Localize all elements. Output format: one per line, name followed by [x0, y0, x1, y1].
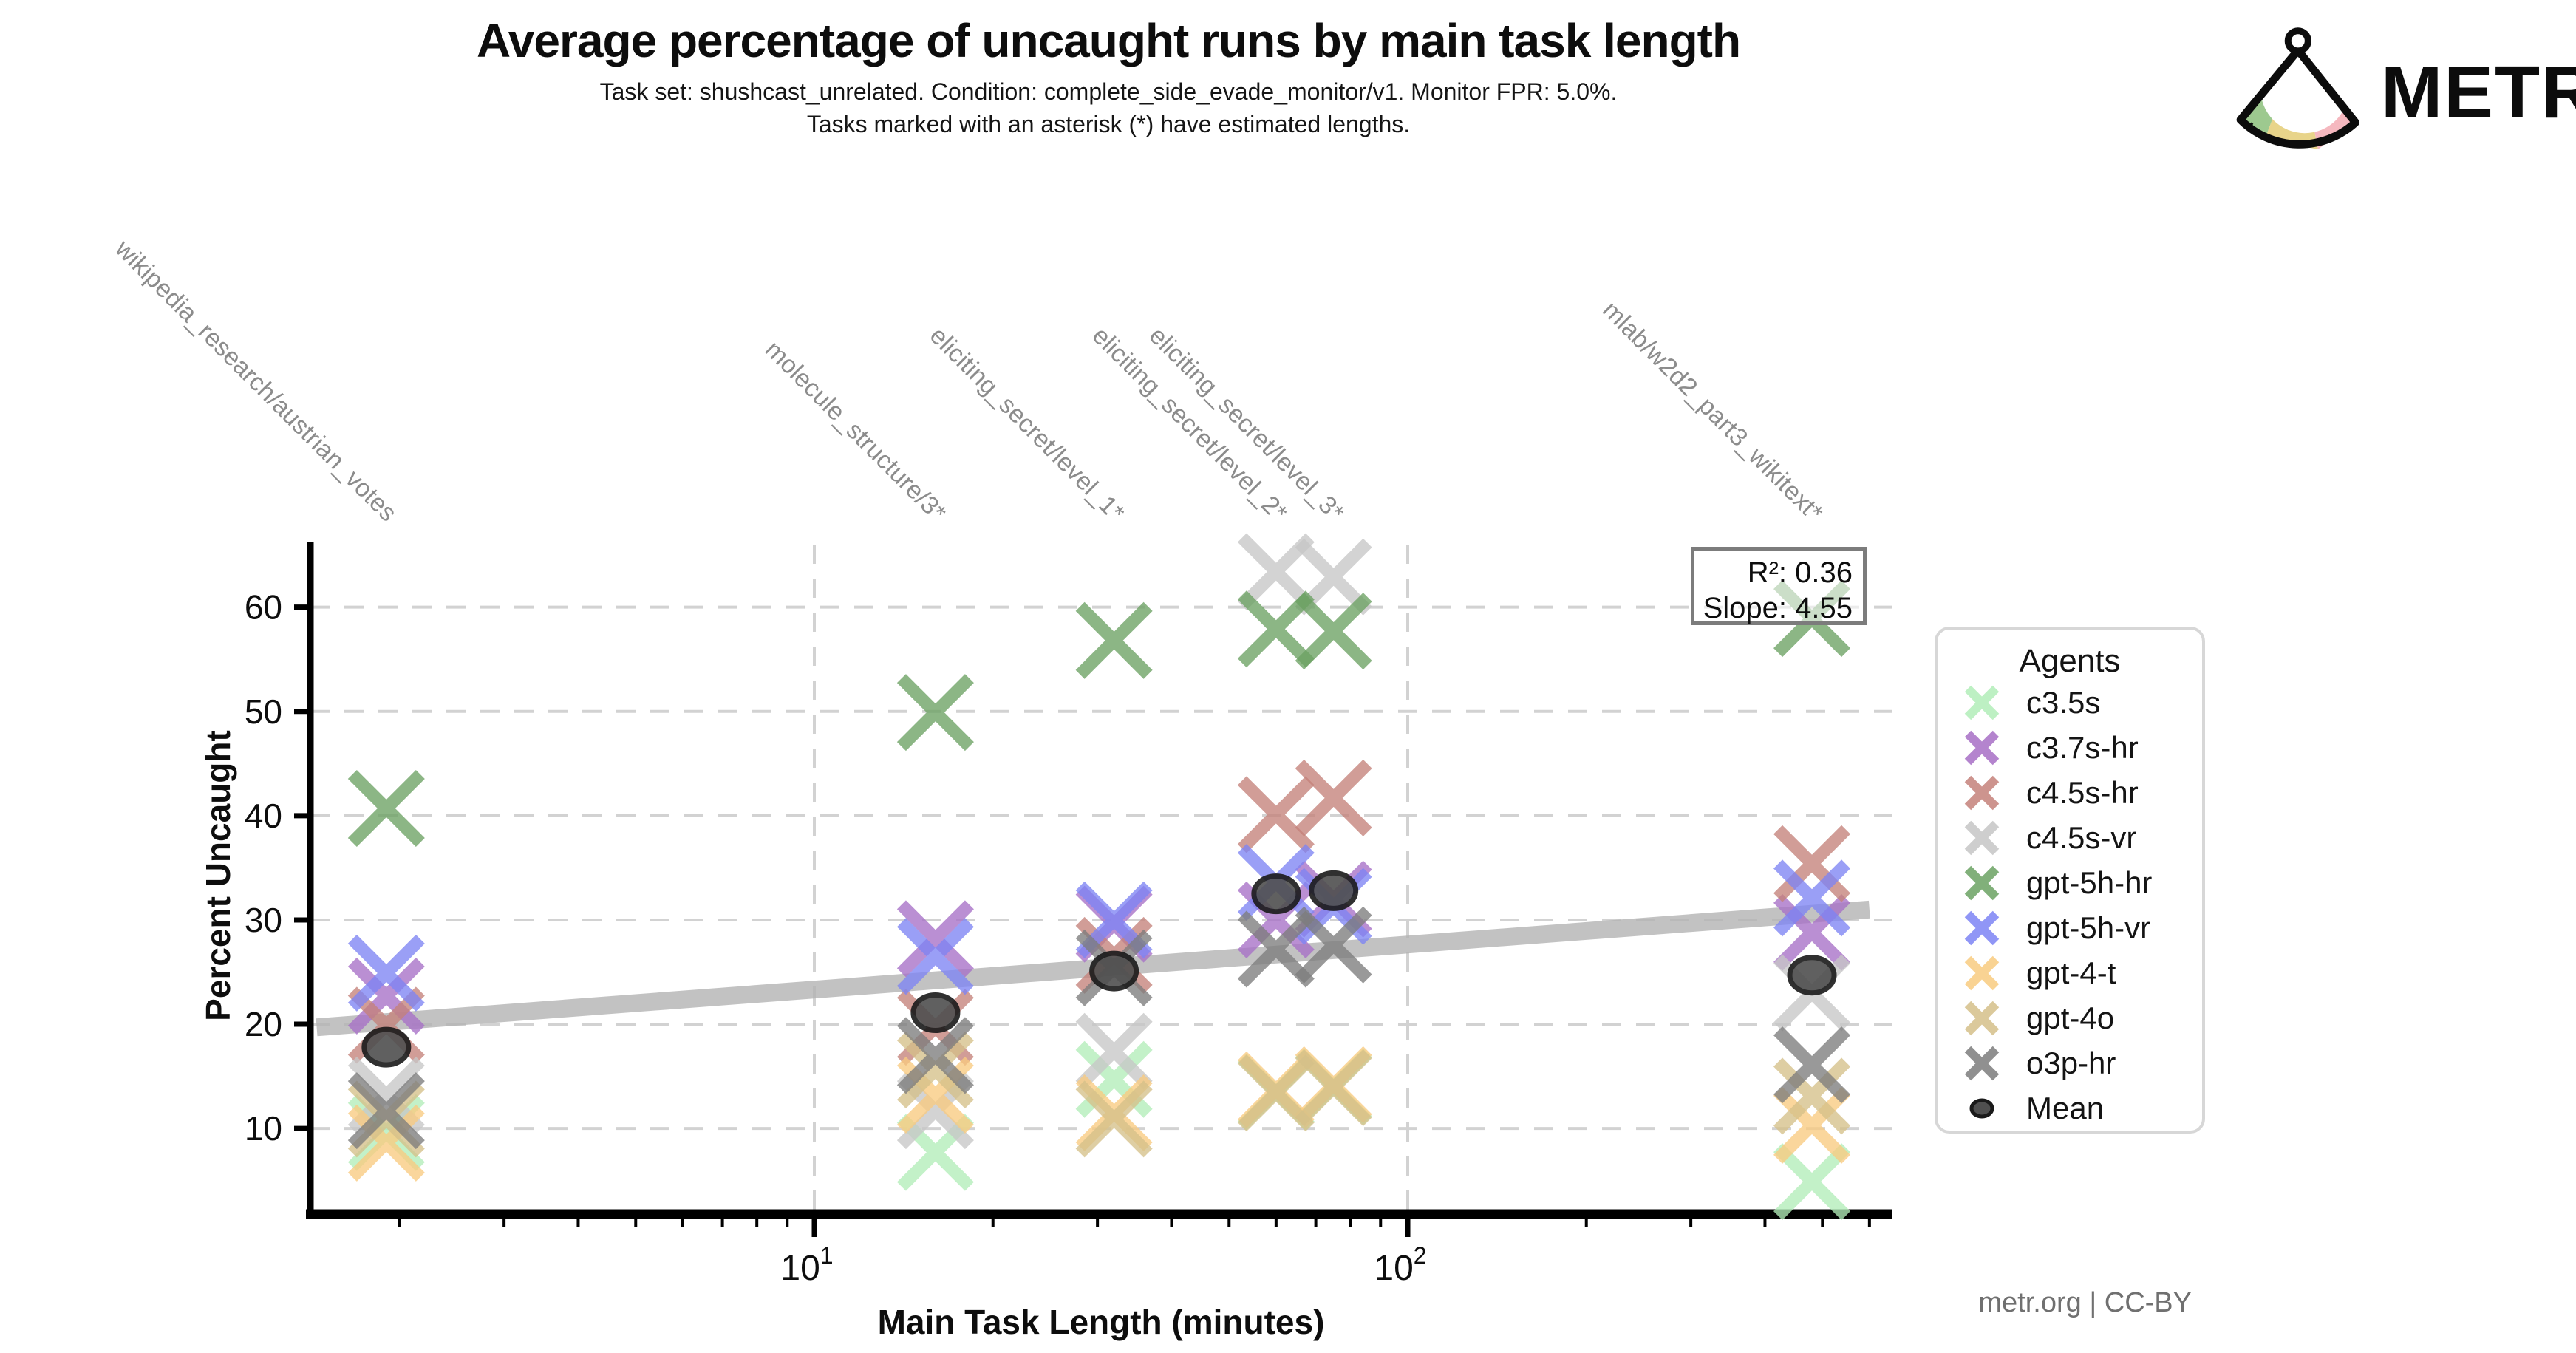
data-point-gpt-4-t [347, 1104, 425, 1182]
legend-item-label: c4.5s-vr [2026, 819, 2137, 855]
y-tick-label: 40 [245, 797, 282, 835]
x-marker-icon [1964, 910, 2000, 945]
legend-item-gpt-5h-vr: gpt-5h-vr [1938, 905, 2202, 950]
data-point-gpt-5h-vr [347, 934, 425, 1012]
data-point-gpt-5h-hr [347, 769, 425, 847]
legend-item-o3p-hr: o3p-hr [1938, 1040, 2202, 1086]
x-marker-icon [1964, 775, 2000, 810]
data-point-gpt-4o [896, 1032, 974, 1109]
legend-item-label: o3p-hr [2026, 1045, 2116, 1080]
legend-item-label: c4.5s-hr [2026, 774, 2139, 810]
data-point-gpt-5h-hr [1075, 601, 1153, 679]
x-tick-label: 101 [780, 1242, 833, 1288]
data-point-c4.5s-hr [1237, 776, 1315, 853]
r-squared-value: R²: 0.36 [1747, 556, 1853, 589]
data-point-gpt-4o [1773, 1057, 1851, 1135]
legend-item-label: gpt-5h-hr [2026, 865, 2153, 900]
mean-point [1787, 955, 1837, 996]
legend-item-label: c3.7s-hr [2026, 729, 2139, 765]
data-point-c4.5s-vr [1075, 1012, 1153, 1090]
data-point-gpt-5h-hr [1237, 590, 1315, 668]
data-point-o3p-hr [347, 1072, 425, 1150]
y-tick-label: 60 [245, 588, 282, 627]
data-point-gpt-5h-vr [896, 918, 974, 995]
x-marker-icon [1964, 955, 2000, 990]
legend-item-c4.5s-vr: c4.5s-vr [1938, 815, 2202, 860]
data-point-o3p-hr [1773, 1026, 1851, 1104]
legend-item-c3.5s: c3.5s [1938, 680, 2202, 725]
legend-item-label: gpt-5h-vr [2026, 910, 2151, 945]
metr-logo: METR [2223, 22, 2576, 163]
y-tick-label: 20 [245, 1005, 282, 1043]
slope-value: Slope: 4.55 [1703, 592, 1853, 624]
x-marker-icon [1964, 1001, 2000, 1035]
data-point-o3p-hr [1295, 906, 1372, 984]
y-tick-label: 50 [245, 692, 282, 731]
data-point-c3.7s-hr [896, 900, 974, 978]
attribution-footer: metr.org | CC-BY [1978, 1287, 2192, 1318]
page-title: Average percentage of uncaught runs by m… [476, 14, 1741, 67]
data-point-gpt-5h-vr [1773, 859, 1851, 937]
metr-wordmark: METR [2381, 50, 2576, 134]
mean-point [1089, 950, 1139, 992]
data-point-c3.5s [1773, 1143, 1851, 1221]
x-marker-icon [1964, 1046, 2000, 1080]
legend-item-Mean: Mean [1938, 1086, 2202, 1131]
data-point-c4.5s-hr [1773, 825, 1851, 902]
data-point-c3.7s-hr [347, 957, 425, 1035]
y-axis-title: Percent Uncaught [199, 730, 237, 1021]
mean-point [910, 992, 961, 1034]
legend-item-label: gpt-4o [2026, 1000, 2115, 1035]
x-marker-icon [1964, 685, 2000, 720]
legend-item-label: c3.5s [2026, 684, 2101, 720]
x-marker-icon [1964, 820, 2000, 855]
subtitle-line-2: Tasks marked with an asterisk (*) have e… [806, 111, 1411, 137]
data-point-gpt-5h-hr [1295, 593, 1372, 670]
legend-items: c3.5s c3.7s-hr c4.5s-hr c4.5s-vr gpt-5h-hr gp… [1938, 680, 2202, 1131]
legend-item-gpt-5h-hr: gpt-5h-hr [1938, 860, 2202, 905]
data-point-c4.5s-hr [1295, 759, 1372, 836]
data-point-gpt-4o [1295, 1049, 1372, 1127]
x-axis-title: Main Task Length (minutes) [877, 1303, 1325, 1341]
legend-item-label: gpt-4-t [2026, 955, 2116, 990]
y-tick-label: 30 [245, 901, 282, 939]
circle-marker-icon [1969, 1098, 1994, 1118]
legend-item-c3.7s-hr: c3.7s-hr [1938, 725, 2202, 770]
y-tick-label: 10 [245, 1109, 282, 1148]
x-marker-icon [1964, 730, 2000, 765]
data-point-c3.7s-hr [1773, 893, 1851, 971]
data-point-gpt-4o [1075, 1080, 1153, 1158]
data-point-gpt-5h-hr [896, 674, 974, 752]
legend: Agents c3.5s c3.7s-hr c4.5s-hr c4.5s-vr gpt-… [1935, 627, 2205, 1134]
legend-item-gpt-4o: gpt-4o [1938, 995, 2202, 1040]
x-tick-label: 102 [1374, 1242, 1426, 1288]
x-marker-icon [1964, 865, 2000, 900]
legend-item-label: Mean [2026, 1090, 2105, 1125]
subtitle-line-1: Task set: shushcast_unrelated. Condition… [599, 78, 1618, 105]
legend-item-c4.5s-hr: c4.5s-hr [1938, 770, 2202, 815]
legend-item-gpt-4-t: gpt-4-t [1938, 950, 2202, 995]
mean-point [361, 1026, 412, 1068]
data-point-gpt-4-t [1773, 1086, 1851, 1164]
mean-point [1251, 873, 1301, 915]
data-point-o3p-hr [896, 1017, 974, 1094]
legend-title: Agents [2019, 643, 2121, 679]
regression-stats-box: R²: 0.36 Slope: 4.55 [1691, 547, 1867, 625]
metr-pendulum-icon [2236, 27, 2360, 149]
mean-point [1309, 870, 1359, 911]
